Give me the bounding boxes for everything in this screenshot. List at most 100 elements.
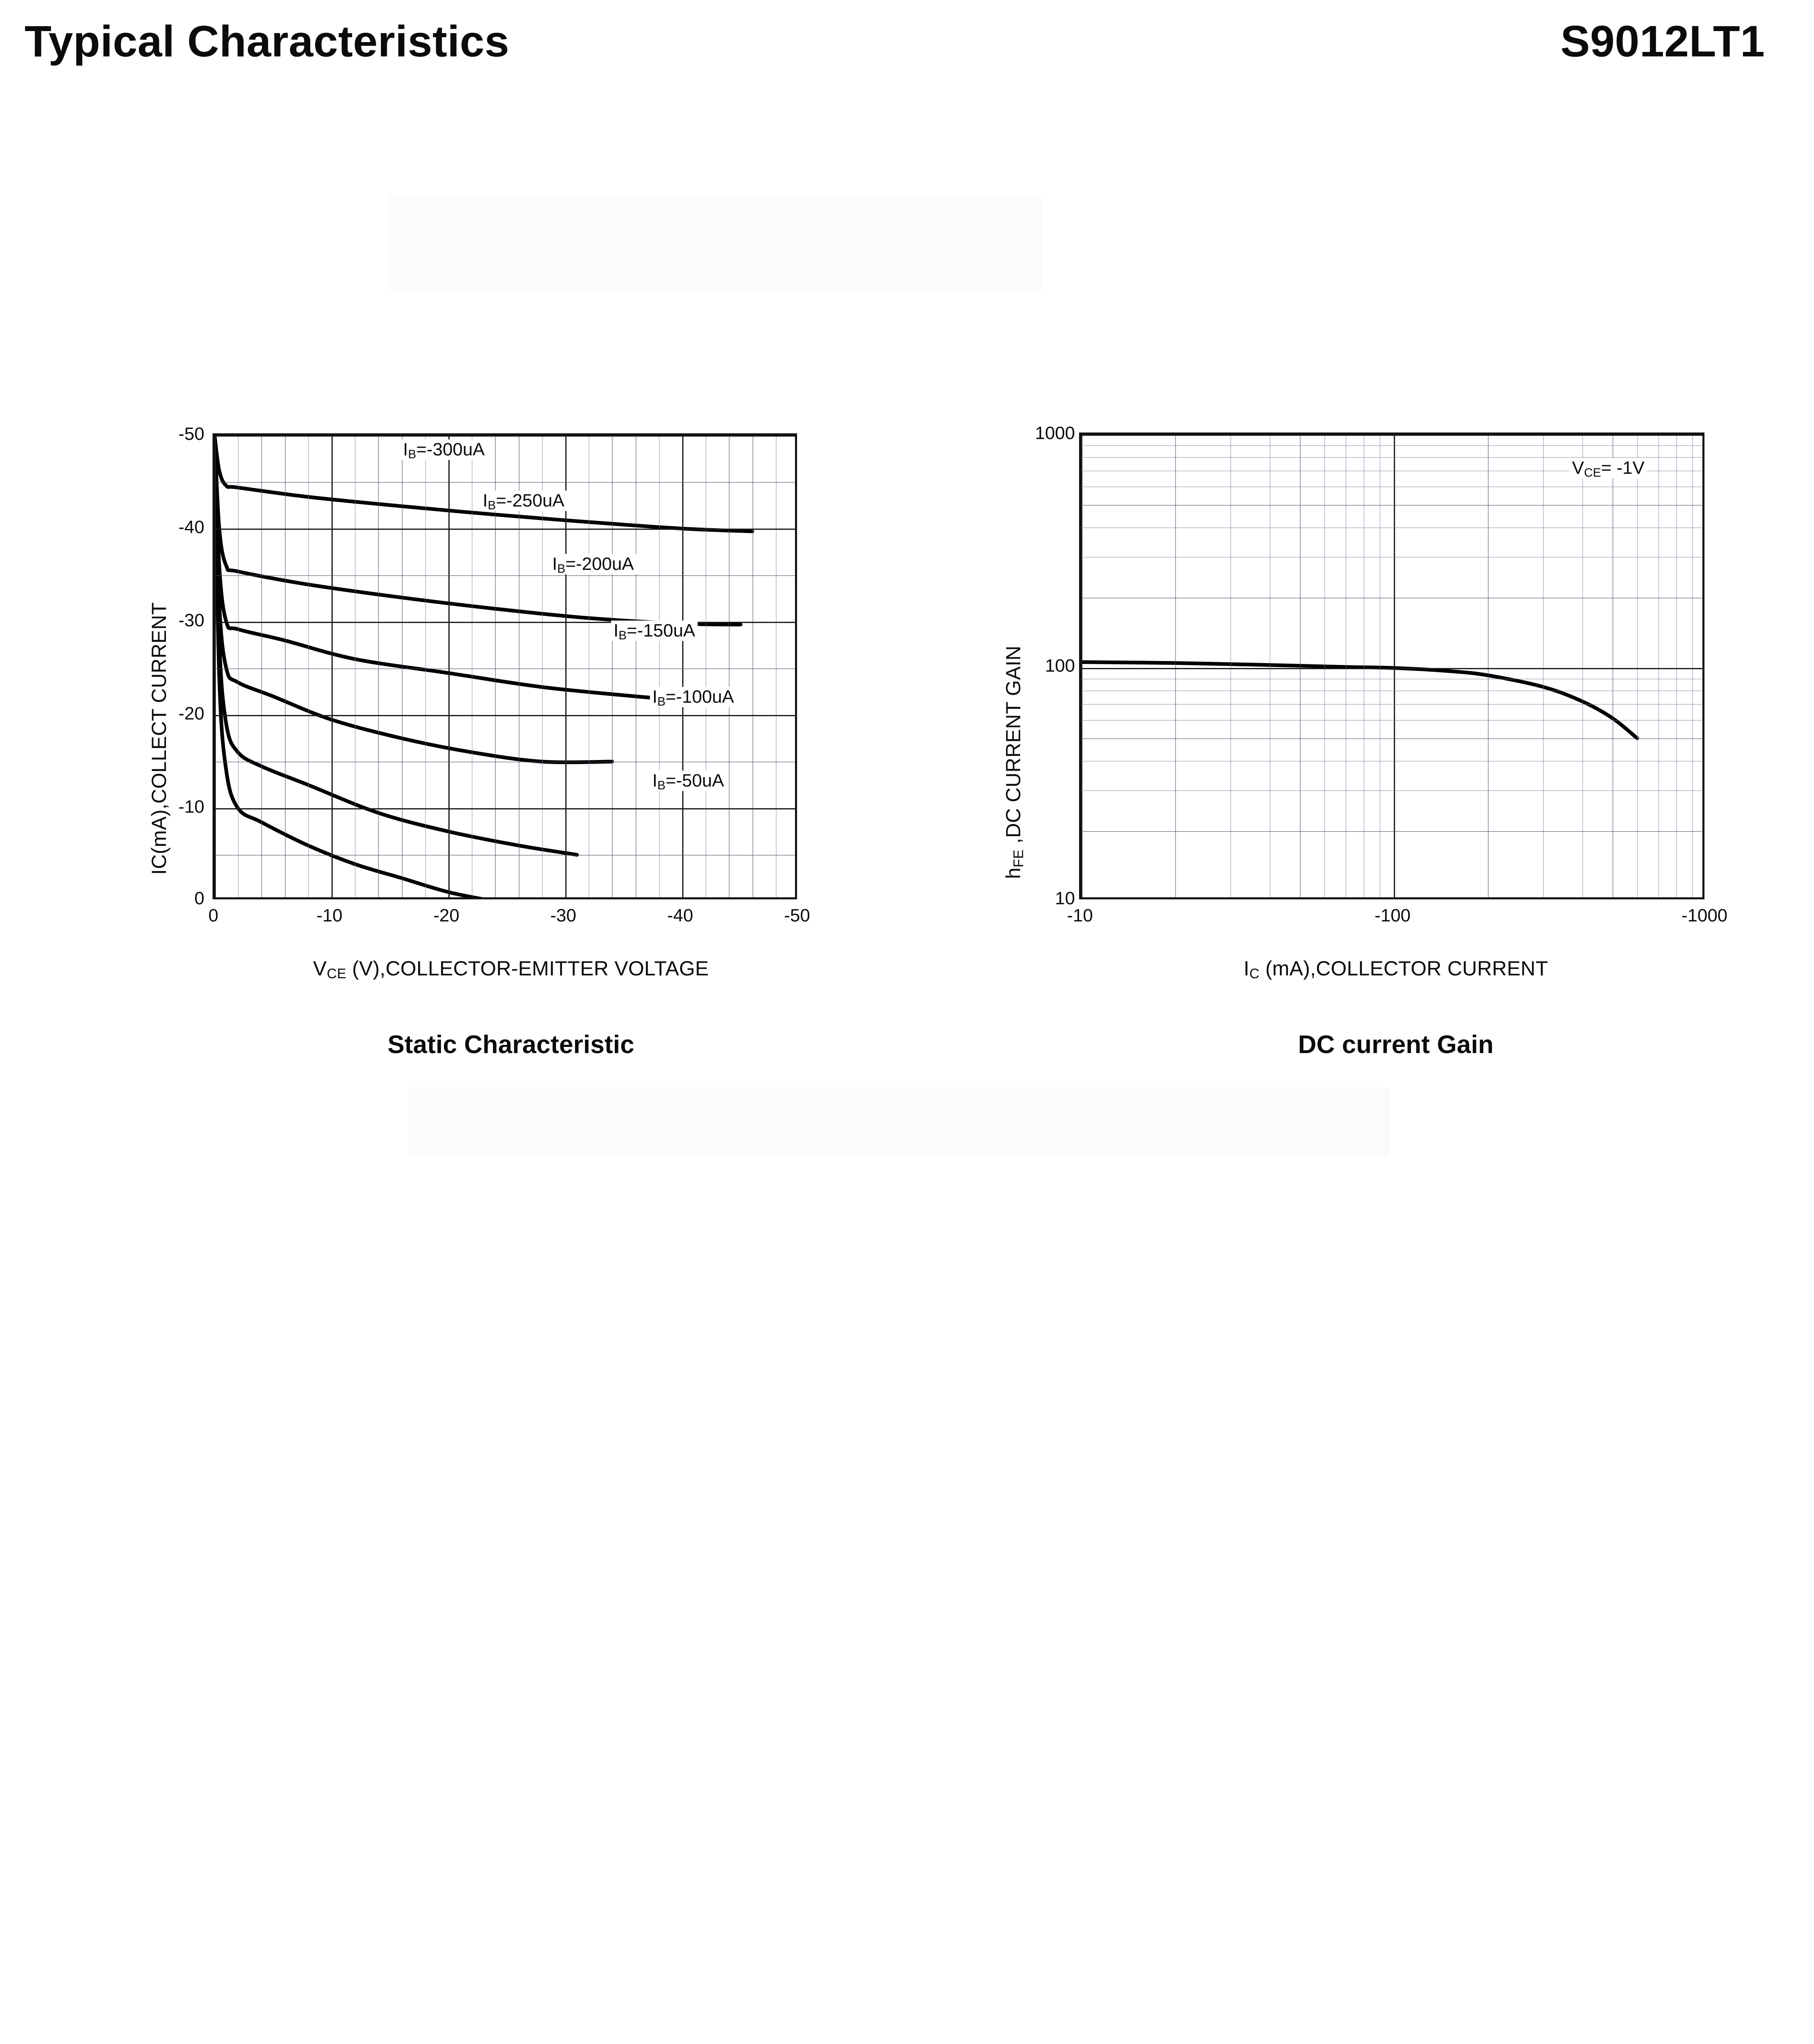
gridline-vertical bbox=[261, 435, 262, 897]
x-tick-label: -100 bbox=[1374, 905, 1411, 926]
x-tick-label: -30 bbox=[550, 905, 576, 926]
x-tick-label: -50 bbox=[784, 905, 810, 926]
curve-label-ib-200: IB=-200uA bbox=[550, 554, 636, 576]
gridline-vertical bbox=[1637, 435, 1638, 897]
y-tick-label: -40 bbox=[178, 517, 204, 537]
curve-ib-100ua bbox=[215, 435, 743, 627]
gridline-horizontal bbox=[1081, 556, 1702, 558]
gridline-horizontal bbox=[1081, 761, 1702, 762]
y-tick-label: -30 bbox=[178, 610, 204, 630]
figure-static-characteristic: -50 -40 -30 -20 -10 0 0 -10 -20 -30 -40 … bbox=[0, 0, 899, 1104]
gridline-vertical bbox=[658, 435, 660, 897]
gridline-horizontal bbox=[215, 529, 795, 530]
gridline-vertical bbox=[401, 435, 403, 897]
x-tick-label: -10 bbox=[316, 905, 343, 926]
part-number: S9012LT1 bbox=[1560, 16, 1765, 66]
gridline-horizontal bbox=[1081, 445, 1702, 446]
gridline-vertical bbox=[542, 435, 543, 897]
gridline-horizontal bbox=[1081, 457, 1702, 458]
figure-saturation-voltage: -1000 -100 -10 10 100 1000 VBE(sat) VCE(… bbox=[0, 1472, 899, 2044]
gridline-horizontal bbox=[1081, 486, 1702, 487]
subscript-fe: FE bbox=[1011, 849, 1027, 867]
gridline-horizontal bbox=[215, 715, 795, 716]
gridline-horizontal bbox=[1081, 504, 1702, 506]
gridline-vertical bbox=[495, 435, 496, 897]
subscript-ce: CE bbox=[1584, 466, 1601, 480]
gridline-vertical bbox=[1543, 435, 1544, 897]
x-tick-label: -10 bbox=[1067, 905, 1093, 926]
figure-dc-current-gain: 1000 100 10 -10 -100 -1000 VCE= -1V hFE … bbox=[899, 0, 1814, 1104]
gridline-horizontal bbox=[215, 808, 795, 809]
gridline-vertical bbox=[1175, 435, 1176, 897]
gridline-horizontal bbox=[1081, 527, 1702, 529]
gridline-horizontal bbox=[1081, 668, 1702, 669]
gridline-vertical bbox=[1299, 435, 1301, 897]
figure-caption: Static Characteristic bbox=[387, 1031, 634, 1059]
gridline-horizontal bbox=[1081, 690, 1702, 692]
gridline-horizontal bbox=[215, 435, 795, 437]
gridline-vertical bbox=[331, 435, 333, 897]
gridline-vertical bbox=[1582, 435, 1583, 897]
y-axis-title: IC(mA),COLLECT CURRENT bbox=[148, 602, 170, 875]
gridline-horizontal bbox=[1081, 738, 1702, 739]
gridline-vertical bbox=[705, 435, 707, 897]
curve-label-ib-150: IB=-150uA bbox=[611, 621, 698, 642]
x-tick-label: -20 bbox=[433, 905, 459, 926]
gridline-vertical bbox=[1230, 435, 1231, 897]
gridline-vertical bbox=[1612, 435, 1613, 897]
gridline-vertical bbox=[1692, 435, 1693, 897]
page-title: Typical Characteristics bbox=[25, 16, 510, 66]
gridline-vertical bbox=[1081, 435, 1082, 897]
y-tick-label: 1000 bbox=[1035, 423, 1075, 443]
plot-area-dc-current-gain bbox=[1079, 433, 1704, 899]
gridline-horizontal bbox=[1081, 790, 1702, 791]
subscript-b: B bbox=[657, 778, 666, 792]
gridline-vertical bbox=[775, 435, 777, 897]
gridline-vertical bbox=[752, 435, 753, 897]
y-tick-label: 0 bbox=[194, 888, 204, 908]
annotation-vce: VCE= -1V bbox=[1570, 458, 1647, 480]
gridline-horizontal bbox=[215, 622, 795, 623]
gridline-horizontal bbox=[1081, 831, 1702, 832]
subscript-b: B bbox=[557, 562, 566, 576]
curve-label-ib-50: IB=-50uA bbox=[650, 771, 727, 792]
plot-area-static-characteristic bbox=[213, 433, 797, 899]
x-tick-label: 0 bbox=[208, 905, 219, 926]
figure-gain-bandwidth-product: 1000 100 10 1 1 10 100 1000 10000 VCE=-6… bbox=[899, 1472, 1814, 2044]
figure-caption: DC current Gain bbox=[1298, 1031, 1494, 1059]
x-axis-title: VCE (V),COLLECTOR-EMITTER VOLTAGE bbox=[313, 957, 709, 982]
y-tick-label: -20 bbox=[178, 704, 204, 724]
gridline-horizontal bbox=[1081, 435, 1702, 436]
gridline-vertical bbox=[565, 435, 567, 897]
gridline-horizontal bbox=[215, 575, 795, 576]
gridline-vertical bbox=[1658, 435, 1659, 897]
gridline-vertical bbox=[448, 435, 450, 897]
curve-layer-dc-current-gain bbox=[1081, 660, 1639, 740]
gridline-vertical bbox=[215, 435, 216, 897]
gridline-vertical bbox=[1394, 435, 1395, 897]
gridline-horizontal bbox=[215, 482, 795, 483]
curve-ib-50ua bbox=[215, 435, 755, 533]
subscript-b: B bbox=[657, 695, 666, 708]
x-tick-label: -40 bbox=[667, 905, 693, 926]
x-axis-title: IC (mA),COLLECTOR CURRENT bbox=[1243, 957, 1548, 982]
page-header: Typical Characteristics S9012LT1 bbox=[0, 16, 1814, 69]
x-tick-label: -1000 bbox=[1681, 905, 1728, 926]
subscript-b: B bbox=[408, 447, 417, 461]
y-tick-label: -50 bbox=[178, 424, 204, 444]
gridline-horizontal bbox=[215, 668, 795, 669]
gridline-vertical bbox=[1488, 435, 1489, 897]
subscript-b: B bbox=[488, 498, 496, 512]
y-tick-label: 100 bbox=[1045, 656, 1075, 676]
subscript-ce: CE bbox=[327, 966, 347, 982]
gridline-vertical bbox=[238, 435, 239, 897]
curve-label-ib-100: IB=-100uA bbox=[650, 687, 737, 708]
y-axis-title: hFE ,DC CURRENT GAIN bbox=[1002, 645, 1027, 879]
gridline-vertical bbox=[1324, 435, 1326, 897]
gridline-vertical bbox=[284, 435, 286, 897]
gridline-vertical bbox=[612, 435, 613, 897]
subscript-b: B bbox=[618, 628, 627, 642]
scan-artifact bbox=[409, 1087, 1390, 1157]
y-tick-label: -10 bbox=[178, 797, 204, 817]
